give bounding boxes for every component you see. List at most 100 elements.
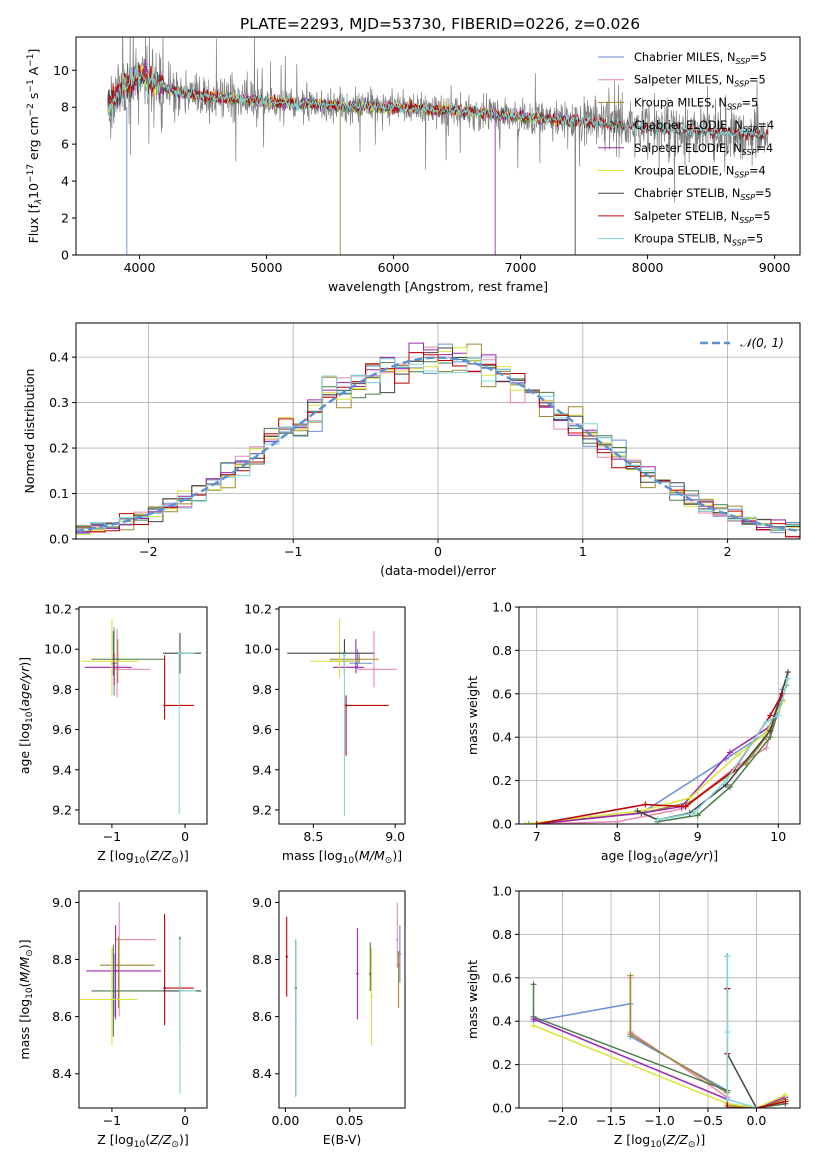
x-tick-label: 0 [181, 829, 189, 844]
gaussian-curve [76, 356, 800, 533]
y-tick-label: 8 [61, 100, 69, 115]
y-tick-label: 10.0 [244, 642, 272, 657]
mass-weight-marker [525, 821, 532, 824]
x-axis-label: mass [log10(M/M⊙)] [282, 848, 402, 866]
data-point [343, 654, 346, 657]
mass-weight-line [657, 678, 789, 821]
model-spectrum-line [107, 64, 768, 139]
data-point [112, 666, 116, 669]
x-tick-label: −2 [139, 544, 157, 559]
mass-weight-marker [521, 821, 528, 824]
y-axis-label: Flux [fλ10−17 erg cm−2 s−1 A−1] [26, 49, 44, 244]
mass-weight-marker [724, 1029, 731, 1036]
y-tick-label: 10.0 [44, 642, 72, 657]
mass-weight-marker [763, 745, 770, 752]
mass-weight-marker [642, 801, 649, 808]
x-tick-label: 0 [181, 1113, 189, 1128]
x-tick-label: 8 [613, 829, 621, 844]
data-point [398, 952, 402, 956]
mass-weight-marker [763, 719, 770, 726]
y-axis-label: mass [log10(M/M⊙)] [17, 939, 35, 1059]
mass-weight-marker [767, 734, 774, 741]
mass-weight-marker [634, 807, 641, 814]
legend-label: Kroupa ELODIE, NSSP=4 [634, 165, 766, 180]
spectrum-legend: Chabrier MILES, NSSP=5 Salpeter MILES, NS… [598, 51, 774, 248]
mass-weight-marker [724, 953, 731, 960]
x-tick-label: 5000 [251, 260, 283, 275]
y-tick-label: 0.2 [49, 441, 69, 456]
y-tick-label: 0.8 [492, 927, 512, 942]
x-axis-label: age [log10(age/yr)] [601, 848, 718, 866]
x-tick-label: −1.0 [644, 1113, 674, 1128]
mass-weight-marker [726, 784, 733, 791]
data-point [112, 989, 115, 993]
x-tick-label: 8000 [632, 260, 664, 275]
data-point [294, 1015, 297, 1018]
y-tick-label: 10 [53, 63, 69, 78]
y-axis-label: mass weight [465, 960, 480, 1039]
mass-weight-marker [724, 1096, 731, 1103]
data-point [370, 995, 373, 998]
mass-weight-line [726, 956, 757, 1108]
mass-weight-marker [686, 794, 693, 801]
panel-massweight_vs_age: 7 8 9 10 0.0 0.2 0.4 0.6 0.8 1.0 age [log10(age/yr… [465, 600, 801, 866]
mass-weight-marker [753, 1105, 760, 1108]
y-tick-label: 9.4 [252, 762, 272, 777]
x-tick-label: −1.5 [596, 1113, 626, 1128]
plot-area-spectrum [107, 37, 769, 255]
y-tick-label: 0.0 [492, 1101, 512, 1116]
mass-weight-marker [735, 751, 742, 758]
y-tick-label: 8.8 [252, 952, 272, 967]
data-point [397, 964, 400, 967]
y-tick-label: 8.4 [52, 1066, 72, 1081]
legend-label: Kroupa MILES, NSSP=5 [634, 96, 758, 111]
y-tick-label: 0.8 [492, 643, 512, 658]
y-tick-label: 9.6 [52, 722, 72, 737]
plot-area-residuals [76, 342, 800, 538]
y-tick-label: 0.0 [49, 532, 69, 547]
x-tick-label: 2 [724, 544, 732, 559]
x-axis-label: Z [log10(Z/Z⊙)] [97, 848, 188, 866]
y-tick-label: 9.0 [252, 895, 272, 910]
legend-label: Salpeter MILES, NSSP=5 [634, 74, 766, 89]
legend-label: Chabrier ELODIE, NSSP=4 [634, 119, 774, 134]
mass-weight-marker [694, 812, 701, 819]
figure-title: PLATE=2293, MJD=53730, FIBERID=0226, z=0… [240, 15, 640, 33]
x-tick-label: −0.5 [693, 1113, 723, 1128]
data-point [114, 969, 117, 973]
mass-weight-marker [654, 816, 661, 823]
y-tick-label: 9.8 [252, 682, 272, 697]
data-point [163, 704, 166, 707]
x-tick-label: 4000 [124, 260, 156, 275]
mass-weight-marker [784, 669, 791, 676]
mass-weight-marker [724, 1105, 731, 1108]
y-axis-label: Normed distribution [22, 369, 37, 494]
mass-weight-marker [726, 749, 733, 756]
axes-frame [518, 606, 801, 825]
panel-residuals: −2 −1 0 1 2 0.0 0.1 0.2 0.3 0.4 (data-model)/error… [22, 322, 801, 578]
x-tick-label: 9.0 [385, 829, 405, 844]
x-tick-label: −2.0 [547, 1113, 577, 1128]
data-point [357, 658, 361, 661]
y-tick-label: 10.2 [244, 602, 272, 617]
mass-weight-marker [530, 1022, 537, 1029]
data-point [338, 660, 341, 663]
x-tick-label: 1 [579, 544, 587, 559]
x-axis-label: Z [log10(Z/Z⊙)] [97, 1132, 188, 1150]
axes-frame [78, 890, 208, 1109]
data-point [356, 972, 359, 976]
mass-weight-marker [682, 803, 689, 810]
data-point [163, 986, 166, 990]
data-point [178, 652, 181, 655]
data-point [178, 989, 182, 993]
y-tick-label: 8.4 [252, 1066, 272, 1081]
legend-label: Chabrier STELIB, NSSP=5 [634, 187, 772, 202]
legend-label: Chabrier MILES, NSSP=5 [634, 51, 767, 66]
plot-area-massweight_vs_Z [530, 953, 789, 1108]
x-tick-label: 9000 [759, 260, 791, 275]
data-point [110, 998, 114, 1001]
mass-weight-marker [784, 675, 791, 682]
legend-label: Salpeter ELODIE, NSSP=4 [634, 142, 773, 157]
x-tick-label: −1 [103, 829, 121, 844]
